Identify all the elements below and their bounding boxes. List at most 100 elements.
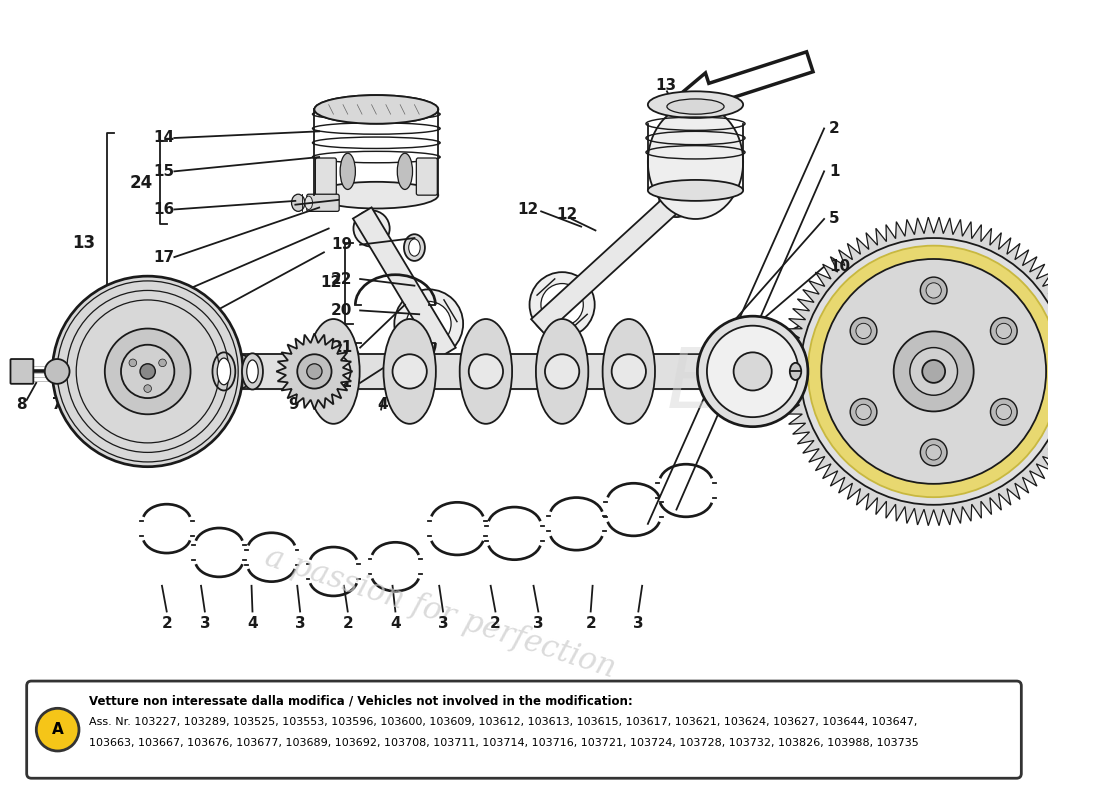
- Circle shape: [394, 290, 463, 358]
- Ellipse shape: [397, 154, 412, 190]
- Circle shape: [353, 210, 389, 246]
- Circle shape: [807, 246, 1059, 497]
- Text: 19: 19: [331, 238, 352, 252]
- Circle shape: [612, 354, 646, 389]
- Circle shape: [659, 182, 694, 217]
- Text: 3: 3: [534, 616, 543, 631]
- Circle shape: [910, 347, 957, 395]
- Text: 103663, 103667, 103676, 103677, 103689, 103692, 103708, 103711, 103714, 103716, : 103663, 103667, 103676, 103677, 103689, …: [89, 738, 918, 748]
- Text: 11: 11: [331, 375, 352, 390]
- FancyBboxPatch shape: [26, 681, 1021, 778]
- Ellipse shape: [315, 95, 438, 124]
- Circle shape: [104, 329, 190, 414]
- Ellipse shape: [667, 99, 724, 114]
- Ellipse shape: [460, 319, 513, 424]
- Text: 17: 17: [153, 326, 174, 341]
- Text: 1: 1: [900, 427, 944, 494]
- Text: 4: 4: [390, 616, 400, 631]
- Circle shape: [129, 359, 136, 366]
- Ellipse shape: [409, 239, 420, 256]
- Circle shape: [997, 404, 1011, 419]
- Ellipse shape: [212, 352, 235, 390]
- Text: 16: 16: [153, 202, 174, 217]
- Text: 4: 4: [377, 398, 388, 412]
- Circle shape: [850, 398, 877, 426]
- Circle shape: [822, 259, 1046, 484]
- Circle shape: [667, 190, 686, 210]
- FancyBboxPatch shape: [316, 158, 337, 195]
- Circle shape: [469, 354, 503, 389]
- Ellipse shape: [340, 154, 355, 190]
- Text: 7: 7: [52, 398, 63, 412]
- Circle shape: [541, 283, 583, 326]
- Circle shape: [990, 318, 1018, 344]
- Text: 18: 18: [153, 288, 174, 302]
- Ellipse shape: [246, 360, 258, 383]
- Circle shape: [926, 283, 942, 298]
- Polygon shape: [779, 217, 1088, 526]
- Circle shape: [158, 359, 166, 366]
- Circle shape: [36, 708, 79, 751]
- Circle shape: [307, 364, 322, 379]
- Text: Ass. Nr. 103227, 103289, 103525, 103553, 103596, 103600, 103609, 103612, 103613,: Ass. Nr. 103227, 103289, 103525, 103553,…: [89, 717, 917, 726]
- Text: 15: 15: [153, 164, 174, 179]
- Ellipse shape: [648, 105, 744, 219]
- Circle shape: [53, 276, 243, 466]
- Polygon shape: [353, 207, 455, 359]
- Text: Vetture non interessate dalla modifica / Vehicles not involved in the modificati: Vetture non interessate dalla modifica /…: [89, 694, 632, 707]
- Circle shape: [734, 352, 772, 390]
- Text: 2: 2: [585, 616, 596, 631]
- Text: 2: 2: [162, 616, 172, 631]
- Text: 8: 8: [15, 398, 26, 412]
- Ellipse shape: [305, 196, 312, 210]
- Ellipse shape: [701, 338, 748, 405]
- Ellipse shape: [315, 95, 438, 124]
- Ellipse shape: [648, 91, 744, 118]
- Text: 12: 12: [320, 275, 341, 290]
- Ellipse shape: [221, 354, 255, 389]
- Text: 13: 13: [73, 234, 96, 252]
- Ellipse shape: [45, 359, 69, 384]
- Circle shape: [544, 354, 580, 389]
- Ellipse shape: [648, 180, 744, 201]
- Circle shape: [707, 326, 799, 417]
- Circle shape: [297, 354, 331, 389]
- Ellipse shape: [603, 319, 654, 424]
- FancyBboxPatch shape: [307, 194, 339, 211]
- Circle shape: [317, 354, 351, 389]
- Ellipse shape: [292, 194, 305, 211]
- Circle shape: [926, 445, 942, 460]
- Text: 3: 3: [199, 616, 210, 631]
- Text: 2: 2: [490, 616, 500, 631]
- Text: 22: 22: [331, 271, 352, 286]
- Text: 9: 9: [288, 398, 299, 412]
- Ellipse shape: [242, 354, 263, 390]
- Text: 20: 20: [331, 303, 352, 318]
- Circle shape: [921, 277, 947, 304]
- Circle shape: [406, 302, 451, 346]
- Circle shape: [362, 218, 382, 238]
- FancyBboxPatch shape: [416, 158, 438, 195]
- Circle shape: [393, 354, 427, 389]
- Ellipse shape: [315, 182, 438, 209]
- Text: 12: 12: [517, 202, 538, 217]
- Text: 14: 14: [153, 130, 174, 146]
- Text: 3: 3: [632, 616, 644, 631]
- Ellipse shape: [404, 234, 425, 261]
- Circle shape: [922, 360, 945, 383]
- Text: Ercoles: Ercoles: [667, 344, 968, 426]
- Text: A: A: [52, 722, 64, 737]
- Text: 23: 23: [829, 306, 850, 322]
- Circle shape: [529, 272, 595, 338]
- Text: 2: 2: [829, 121, 839, 136]
- Polygon shape: [276, 334, 352, 410]
- Circle shape: [893, 331, 974, 411]
- Circle shape: [856, 323, 871, 338]
- Text: 6: 6: [90, 398, 100, 412]
- Polygon shape: [531, 181, 696, 334]
- Text: 3: 3: [438, 616, 449, 631]
- Text: 5: 5: [829, 211, 839, 226]
- Ellipse shape: [536, 319, 588, 424]
- FancyBboxPatch shape: [11, 359, 33, 384]
- Circle shape: [121, 345, 174, 398]
